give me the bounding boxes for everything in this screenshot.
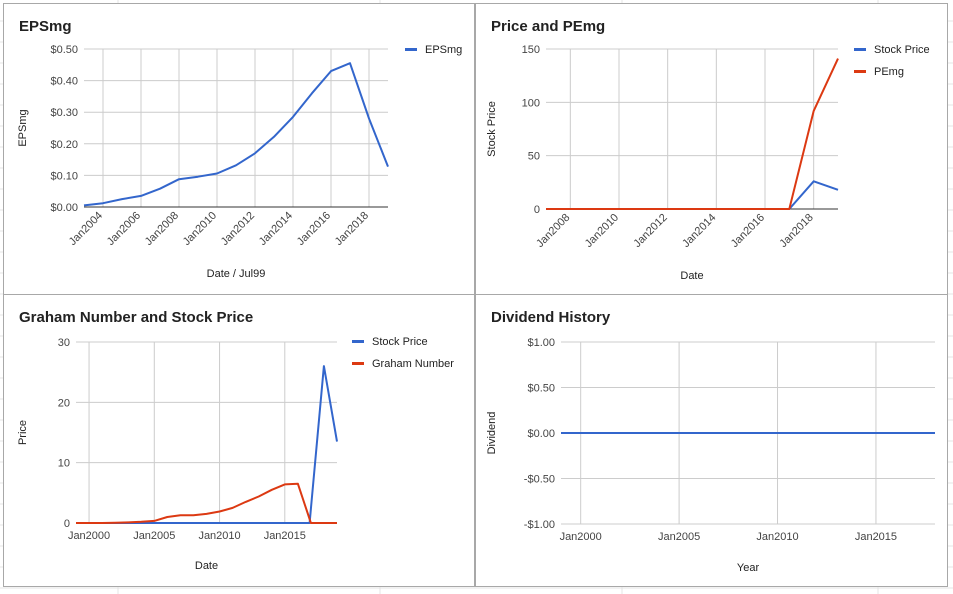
x-tick-label: Jan2008 — [534, 212, 572, 250]
graham-chart: Graham Number and Stock Price 0 10 20 30 Jan2… — [17, 309, 454, 572]
x-tick-label: Jan2010 — [583, 212, 621, 250]
legend-swatch-graham-number — [352, 362, 364, 365]
x-tick-label: Jan2014 — [680, 212, 718, 250]
legend-swatch-pemg — [854, 70, 866, 73]
x-axis-title: Date — [195, 560, 218, 572]
y-tick-label: -$0.50 — [524, 474, 555, 486]
x-tick-label: Jan2005 — [133, 530, 175, 542]
eps-chart: EPSmg $0.00 $0.10 $0.20 $0.30 $0.40 $0.50 Jan20… — [17, 18, 462, 280]
x-tick-label: Jan2015 — [264, 530, 306, 542]
x-axis-title: Year — [737, 562, 760, 574]
legend-label-stock-price: Stock Price — [874, 44, 930, 56]
x-tick-label: Jan2010 — [756, 531, 798, 543]
y-tick-label: 150 — [522, 44, 540, 56]
legend-swatch-epsmg — [405, 48, 417, 51]
x-tick-label: Jan2015 — [855, 531, 897, 543]
chart-title: Price and PEmg — [491, 18, 605, 35]
y-tick-label: $0.00 — [50, 202, 78, 214]
pemg-series-line — [546, 58, 839, 210]
y-tick-label: $0.00 — [527, 428, 555, 440]
x-tick-label: Jan2012 — [219, 210, 257, 248]
eps-chart-panel: EPSmg $0.00 $0.10 $0.20 $0.30 $0.40 $0.50 Jan20… — [3, 3, 475, 295]
chart-title: EPSmg — [19, 18, 72, 35]
chart-title: Dividend History — [491, 309, 611, 326]
x-tick-label: Jan2005 — [658, 531, 700, 543]
y-tick-label: 30 — [58, 337, 70, 349]
legend-label-stock-price: Stock Price — [372, 336, 428, 348]
dividend-chart-panel: Dividend History -$1.00 -$0.50 $0.00 $0.50 $1… — [475, 294, 948, 587]
legend-label-epsmg: EPSmg — [425, 44, 462, 56]
legend-swatch-stock-price — [352, 340, 364, 343]
legend-label-pemg: PEmg — [874, 66, 904, 78]
x-axis-title: Date — [680, 270, 703, 282]
y-tick-label: 0 — [534, 204, 540, 216]
y-tick-label: 20 — [58, 397, 70, 409]
y-tick-label: 100 — [522, 97, 540, 109]
price-pe-chart: Price and PEmg 0 50 100 150 Jan2008 Jan2010 Jan… — [486, 18, 930, 282]
x-tick-label: Jan2004 — [67, 210, 105, 248]
x-tick-label: Jan2006 — [105, 210, 143, 248]
chart-title: Graham Number and Stock Price — [19, 309, 253, 326]
y-axis-title: Stock Price — [486, 101, 498, 157]
y-tick-label: $1.00 — [527, 337, 555, 349]
y-axis-title: EPSmg — [17, 109, 29, 146]
y-tick-label: $0.30 — [50, 107, 78, 119]
x-tick-label: Jan2012 — [631, 212, 669, 250]
x-tick-label: Jan2010 — [198, 530, 240, 542]
x-tick-label: Jan2008 — [143, 210, 181, 248]
x-tick-label: Jan2000 — [560, 531, 602, 543]
y-tick-label: 10 — [58, 458, 70, 470]
y-tick-label: $0.10 — [50, 170, 78, 182]
y-tick-label: $0.50 — [527, 383, 555, 395]
x-tick-label: Jan2018 — [333, 210, 371, 248]
x-axis-title: Date / Jul99 — [207, 268, 266, 280]
y-tick-label: $0.40 — [50, 76, 78, 88]
x-tick-label: Jan2010 — [181, 210, 219, 248]
x-tick-label: Jan2000 — [68, 530, 110, 542]
y-tick-label: $0.20 — [50, 139, 78, 151]
graham-number-series-line — [76, 482, 337, 524]
dividend-chart: Dividend History -$1.00 -$0.50 $0.00 $0.50 $1… — [486, 309, 935, 574]
x-tick-label: Jan2018 — [777, 212, 815, 250]
y-tick-label: $0.50 — [50, 44, 78, 56]
y-tick-label: 0 — [64, 518, 70, 530]
y-tick-label: 50 — [528, 151, 540, 163]
x-tick-label: Jan2016 — [729, 212, 767, 250]
x-tick-label: Jan2014 — [257, 210, 295, 248]
legend-swatch-stock-price — [854, 48, 866, 51]
y-axis-title: Dividend — [486, 412, 498, 455]
y-tick-label: -$1.00 — [524, 519, 555, 531]
x-tick-label: Jan2016 — [295, 210, 333, 248]
price-pe-chart-panel: Price and PEmg 0 50 100 150 Jan2008 Jan2010 Jan… — [475, 3, 948, 295]
y-axis-title: Price — [17, 420, 29, 445]
graham-chart-panel: Graham Number and Stock Price 0 10 20 30 Jan2… — [3, 294, 475, 587]
legend-label-graham-number: Graham Number — [372, 358, 454, 370]
stock-price-series-line — [76, 365, 338, 524]
epsmg-series-line — [83, 62, 389, 207]
